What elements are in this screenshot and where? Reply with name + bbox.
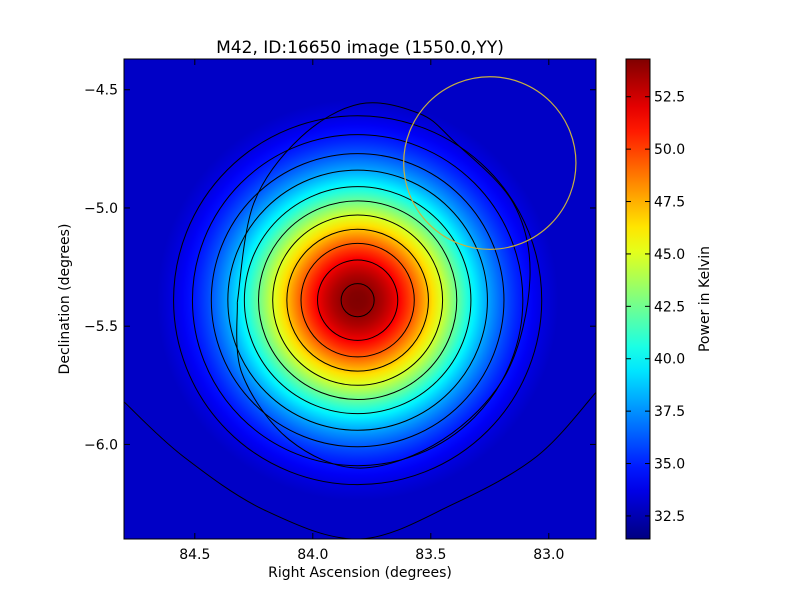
colorbar: 32.5 35.0 37.5 40.0 42.5 45.0 47.5 50.0 52.5 Pow…	[625, 58, 713, 540]
plot-frame	[123, 58, 597, 540]
y-tick-label: −5.0	[84, 201, 118, 217]
beam-circle	[403, 76, 577, 250]
y-tick-label: −4.5	[84, 83, 118, 99]
contour-ring-5	[272, 214, 444, 386]
contour-ring-9	[210, 153, 505, 448]
y-axis-label: Declination (degrees)	[57, 224, 73, 375]
x-tick-label: 83.5	[415, 547, 446, 563]
colorbar-tick-label: 50.0	[654, 142, 685, 158]
contour-ring-7	[243, 186, 472, 415]
y-axis: −4.5 −5.0 −5.5 −6.0	[84, 83, 596, 453]
y-tick-label: −6.0	[84, 437, 118, 453]
colorbar-tick-label: 40.0	[654, 352, 685, 368]
colorbar-tick-label: 32.5	[654, 509, 685, 525]
x-tick-label: 84.5	[179, 547, 210, 563]
contour-ring-6	[258, 200, 458, 400]
plot-area	[123, 58, 597, 540]
colorbar-fill	[626, 59, 650, 539]
heatmap-source	[124, 59, 596, 539]
x-axis-label: Right Ascension (degrees)	[268, 565, 452, 581]
x-tick-label: 84.0	[297, 547, 328, 563]
colorbar-tick-label: 45.0	[654, 247, 685, 263]
outer-enclosing-contour	[236, 102, 531, 469]
beam-layer	[403, 76, 577, 250]
contour-ring-11	[173, 115, 543, 486]
x-tick-label: 83.0	[533, 547, 564, 563]
contour-ring-10	[191, 134, 524, 467]
contour-ring-2	[317, 259, 399, 341]
x-axis: 84.5 84.0 83.5 83.0	[179, 59, 564, 563]
contour-ring-4	[286, 228, 429, 372]
colorbar-tick-label: 35.0	[654, 457, 685, 473]
colorbar-tick-label: 37.5	[654, 404, 685, 420]
colorbar-label: Power in Kelvin	[697, 246, 713, 352]
contour-ring-3	[300, 242, 415, 358]
colorbar-tick-label: 52.5	[654, 90, 685, 106]
contour-ring-8	[227, 169, 488, 431]
colorbar-frame	[625, 58, 651, 540]
colorbar-tick-label: 42.5	[654, 299, 685, 315]
y-tick-label: −5.5	[84, 319, 118, 335]
chart-title: M42, ID:16650 image (1550.0,YY)	[216, 38, 504, 58]
colorbar-ticks: 32.5 35.0 37.5 40.0 42.5 45.0 47.5 50.0 52.5	[626, 90, 685, 525]
colorbar-tick-label: 47.5	[654, 195, 685, 211]
contour-ring-1	[340, 283, 375, 318]
